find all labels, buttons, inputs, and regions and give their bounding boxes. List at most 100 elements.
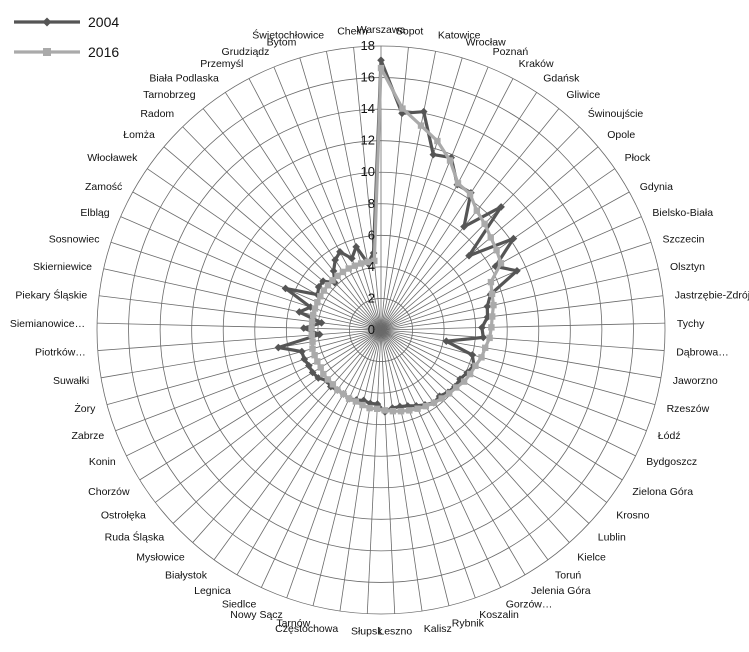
data-point bbox=[377, 56, 385, 64]
category-label: Konin bbox=[89, 456, 116, 468]
data-point bbox=[478, 354, 485, 361]
category-label: Leszno bbox=[378, 626, 412, 638]
data-point bbox=[311, 305, 319, 312]
category-label: Częstochowa bbox=[275, 623, 338, 635]
category-label: Kalisz bbox=[424, 623, 452, 635]
spoke-line bbox=[380, 329, 549, 560]
data-point bbox=[478, 323, 486, 332]
data-point bbox=[281, 284, 290, 293]
data-point bbox=[438, 395, 445, 402]
data-point bbox=[345, 395, 353, 402]
data-point bbox=[359, 401, 366, 409]
data-point bbox=[324, 376, 332, 383]
data-point bbox=[371, 257, 378, 265]
tick-label: 14 bbox=[361, 101, 375, 116]
spoke-line bbox=[380, 329, 450, 606]
data-point bbox=[315, 330, 324, 339]
radial-axis-ticks: 0 2 4 6 8 10 12 14 16 18 bbox=[361, 38, 375, 337]
spoke-line bbox=[380, 329, 396, 614]
category-label: Opole bbox=[607, 129, 635, 141]
data-point bbox=[399, 105, 406, 112]
data-point bbox=[491, 262, 500, 271]
data-point bbox=[317, 293, 324, 300]
legend-marker bbox=[43, 48, 51, 56]
category-label: Olsztyn bbox=[670, 261, 705, 273]
data-point bbox=[497, 203, 505, 211]
category-label: Płock bbox=[625, 152, 651, 164]
data-point bbox=[414, 405, 421, 412]
category-label: Bydgoszcz bbox=[646, 456, 697, 468]
category-label: Chorzów bbox=[88, 486, 130, 498]
data-point bbox=[366, 404, 373, 412]
spoke-line bbox=[353, 47, 382, 331]
category-label: Suwałki bbox=[53, 375, 89, 387]
category-label: Łomża bbox=[123, 129, 155, 141]
data-point bbox=[308, 368, 317, 377]
category-label: Ostrołęka bbox=[101, 510, 146, 522]
category-label: Słupsk bbox=[351, 626, 383, 638]
category-label: Tarnów bbox=[276, 617, 310, 629]
category-label: Mysłowice bbox=[136, 552, 185, 564]
spoke-line bbox=[100, 329, 382, 379]
spoke-line bbox=[380, 78, 514, 331]
data-point bbox=[308, 318, 316, 325]
data-point bbox=[482, 344, 489, 351]
spoke-line bbox=[380, 66, 489, 331]
category-label: Tarnobrzeg bbox=[143, 89, 196, 101]
data-point bbox=[357, 260, 365, 267]
category-label: Siemianowice… bbox=[10, 318, 85, 330]
category-label: Warszawa bbox=[357, 24, 406, 36]
category-label: Zamość bbox=[85, 181, 122, 193]
category-label: Gliwice bbox=[566, 89, 600, 101]
data-point bbox=[460, 378, 468, 385]
spoke-line bbox=[163, 146, 382, 331]
category-label: Siedlce bbox=[222, 598, 257, 610]
category-label: Tychy bbox=[677, 318, 705, 330]
data-point bbox=[317, 318, 326, 327]
category-label: Przemyśl bbox=[200, 58, 243, 70]
category-label: Dąbrowa… bbox=[676, 346, 729, 358]
spoke-line bbox=[380, 322, 665, 331]
data-point bbox=[329, 381, 337, 388]
spoke-line bbox=[97, 322, 382, 331]
category-label: Kielce bbox=[577, 552, 606, 564]
spoke-line bbox=[103, 268, 382, 331]
category-label: Toruń bbox=[555, 570, 581, 582]
spoke-line bbox=[380, 268, 659, 331]
data-point bbox=[473, 207, 481, 214]
spoke-line bbox=[380, 329, 665, 351]
data-point bbox=[329, 277, 336, 284]
data-point bbox=[417, 122, 425, 129]
data-point bbox=[445, 390, 453, 397]
category-label: Ruda Śląska bbox=[105, 531, 165, 544]
spoke-line bbox=[326, 51, 382, 331]
spoke-line bbox=[110, 241, 382, 331]
spoke-line bbox=[106, 329, 382, 405]
data-point bbox=[305, 361, 313, 370]
data-point bbox=[308, 325, 315, 332]
spoke-line bbox=[299, 57, 382, 331]
data-point bbox=[513, 266, 521, 275]
data-point bbox=[381, 407, 389, 414]
data-point bbox=[311, 351, 318, 359]
spoke-line bbox=[97, 329, 382, 351]
data-point bbox=[430, 399, 438, 406]
category-label: Gdańsk bbox=[543, 72, 580, 84]
data-point bbox=[389, 407, 397, 415]
data-point bbox=[446, 157, 454, 164]
data-point bbox=[274, 343, 283, 352]
data-point bbox=[377, 64, 385, 72]
category-label: Elbląg bbox=[80, 207, 109, 219]
data-point bbox=[465, 251, 473, 260]
spoke-line bbox=[380, 191, 630, 331]
data-point bbox=[334, 272, 341, 280]
category-label: Skierniewice bbox=[33, 261, 92, 273]
spoke-line bbox=[380, 92, 537, 331]
category-label: Nowy Sącz bbox=[230, 609, 283, 621]
data-point bbox=[298, 347, 306, 356]
tick-label: 12 bbox=[361, 133, 375, 148]
spoke-line bbox=[380, 329, 623, 481]
data-point bbox=[309, 345, 316, 352]
